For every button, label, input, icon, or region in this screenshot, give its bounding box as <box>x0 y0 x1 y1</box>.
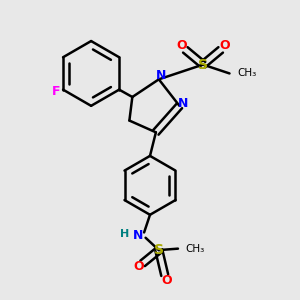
Text: O: O <box>176 39 187 52</box>
Text: O: O <box>161 274 172 287</box>
Text: S: S <box>198 58 208 72</box>
Text: CH₃: CH₃ <box>185 244 205 254</box>
Text: S: S <box>154 243 164 257</box>
Text: N: N <box>178 97 188 110</box>
Text: N: N <box>133 229 143 242</box>
Text: H: H <box>120 229 130 239</box>
Text: N: N <box>156 69 166 82</box>
Text: O: O <box>133 260 143 273</box>
Text: CH₃: CH₃ <box>238 68 257 78</box>
Text: F: F <box>52 85 60 98</box>
Text: O: O <box>219 39 230 52</box>
